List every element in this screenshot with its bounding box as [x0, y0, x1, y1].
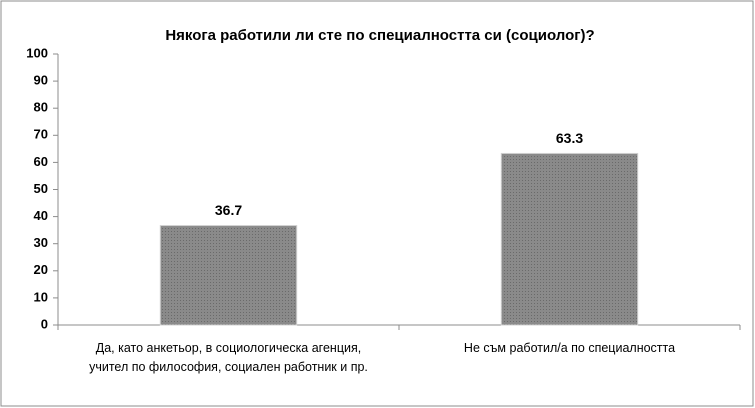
y-tick-label: 40	[34, 208, 48, 223]
bar	[159, 225, 298, 326]
data-label: 63.3	[556, 130, 583, 146]
x-tick-label: Да, като анкетьор, в социологическа аген…	[89, 341, 368, 374]
x-tick-label: Не съм работил/а по специалността	[463, 341, 676, 355]
y-tick-label: 80	[34, 100, 48, 115]
y-tick-label: 90	[34, 73, 48, 88]
chart-title: Някога работили ли сте по специалността …	[165, 27, 594, 44]
bar	[500, 152, 639, 326]
y-tick-label: 60	[34, 154, 48, 169]
x-tick-label-box: Не съм работил/а по специалността	[463, 341, 676, 355]
x-tick-label-box: Да, като анкетьор, в социологическа аген…	[89, 341, 368, 374]
y-tick-label: 100	[26, 45, 48, 60]
data-label: 36.7	[215, 202, 242, 218]
y-tick-label: 0	[41, 316, 48, 331]
y-tick-label: 30	[34, 235, 48, 250]
y-tick-label: 20	[34, 262, 48, 277]
y-tick-label: 50	[34, 181, 48, 196]
y-tick-label: 70	[34, 127, 48, 142]
y-tick-label: 10	[34, 289, 48, 304]
